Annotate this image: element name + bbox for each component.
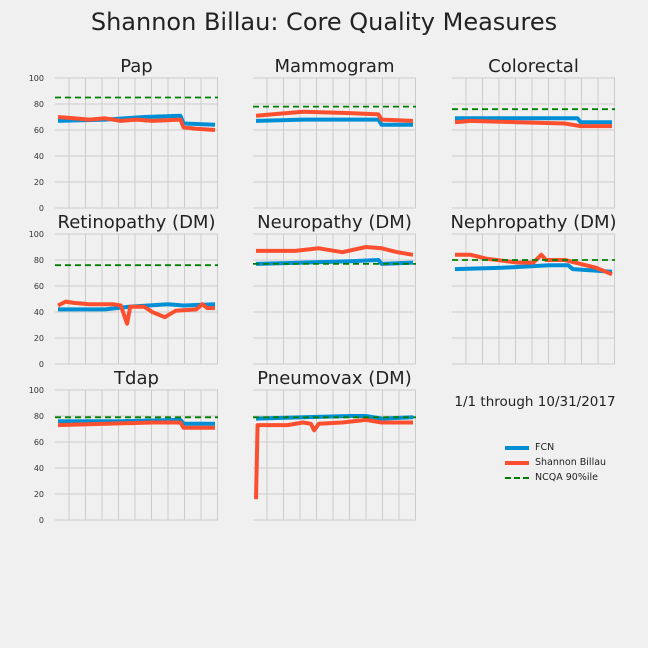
panel-4: Neuropathy (DM) bbox=[253, 212, 416, 365]
series-line-fcn bbox=[255, 117, 413, 127]
panel-title: Nephropathy (DM) bbox=[450, 212, 616, 233]
series-line-provider bbox=[256, 245, 414, 257]
legend-swatch-benchmark bbox=[505, 476, 529, 479]
series-line-fcn bbox=[454, 263, 613, 274]
date-range-note: 1/1 through 10/31/2017 bbox=[454, 394, 616, 410]
y-tick-label: 40 bbox=[34, 152, 44, 161]
panel-title: Mammogram bbox=[274, 56, 394, 77]
series-line-provider bbox=[455, 252, 613, 277]
y-tick-label: 80 bbox=[34, 256, 44, 265]
y-tick-label: 0 bbox=[39, 204, 44, 213]
legend-label-benchmark: NCQA 90%ile bbox=[535, 472, 598, 483]
y-tick-label: 60 bbox=[34, 438, 44, 447]
series-line-provider bbox=[57, 420, 215, 430]
series-line-provider bbox=[57, 299, 215, 326]
panel-5: Nephropathy (DM) bbox=[450, 212, 617, 365]
legend-label-fcn: FCN bbox=[535, 442, 555, 453]
series-line-fcn bbox=[58, 417, 215, 426]
y-tick-label: 40 bbox=[34, 464, 44, 473]
panel-title: Pap bbox=[120, 56, 153, 77]
legend-swatch-fcn bbox=[505, 445, 529, 450]
panel-3: 0 20 40 60 80 100 Retinopathy (DM) bbox=[29, 212, 218, 369]
y-tick-label: 20 bbox=[34, 490, 44, 499]
panel-0: 0 20 40 60 80 100 Pap bbox=[29, 56, 218, 213]
y-tick-label: 80 bbox=[34, 100, 44, 109]
y-tick-label: 60 bbox=[34, 126, 44, 135]
legend-item-benchmark: NCQA 90%ile bbox=[505, 470, 606, 485]
panel-2: Colorectal bbox=[452, 56, 615, 209]
panel-title: Pneumovax (DM) bbox=[257, 368, 411, 389]
series-line-provider bbox=[57, 115, 216, 132]
chart-title: Shannon Billau: Core Quality Measures bbox=[90, 8, 558, 36]
panel-title: Tdap bbox=[113, 368, 159, 389]
legend-item-fcn: FCN bbox=[505, 440, 606, 455]
series-line-fcn bbox=[58, 302, 216, 312]
legend-item-provider: Shannon Billau bbox=[505, 455, 606, 470]
y-tick-label: 100 bbox=[29, 74, 44, 83]
y-tick-label: 100 bbox=[29, 230, 44, 239]
legend: FCN Shannon Billau NCQA 90%ile bbox=[505, 440, 606, 485]
panel-title: Neuropathy (DM) bbox=[257, 212, 412, 233]
y-tick-label: 20 bbox=[34, 178, 44, 187]
panel-6: 0 20 40 60 80 100 Tdap bbox=[29, 368, 218, 525]
panel-7: Pneumovax (DM) bbox=[253, 368, 416, 521]
series-line-provider bbox=[254, 417, 413, 500]
panel-title: Colorectal bbox=[488, 56, 579, 77]
panel-title: Retinopathy (DM) bbox=[58, 212, 216, 233]
y-tick-label: 0 bbox=[39, 360, 44, 369]
series-line-fcn bbox=[455, 116, 612, 125]
y-tick-label: 20 bbox=[34, 334, 44, 343]
legend-swatch-provider bbox=[505, 460, 529, 465]
y-tick-label: 40 bbox=[34, 308, 44, 317]
y-tick-label: 0 bbox=[39, 516, 44, 525]
series-line-provider bbox=[454, 118, 612, 129]
y-tick-label: 100 bbox=[29, 386, 44, 395]
legend-label-provider: Shannon Billau bbox=[535, 457, 607, 468]
series-line-provider bbox=[255, 109, 414, 123]
y-tick-label: 60 bbox=[34, 282, 44, 291]
panel-1: Mammogram bbox=[253, 56, 416, 209]
y-tick-label: 80 bbox=[34, 412, 44, 421]
